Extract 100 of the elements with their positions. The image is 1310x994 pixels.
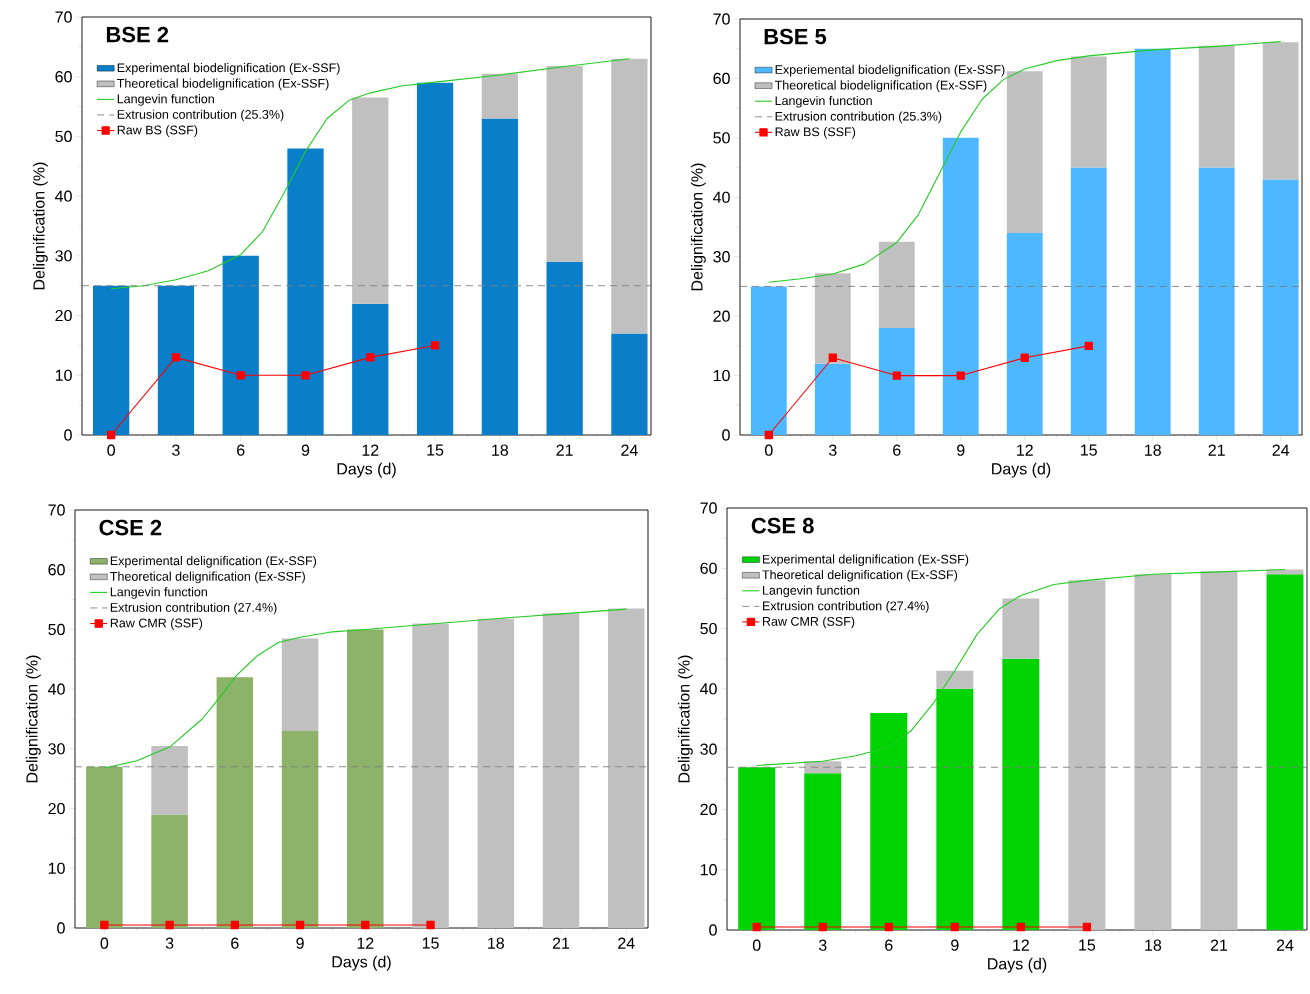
point xyxy=(1084,341,1093,351)
legend-label: Experimental delignification (Ex-SSF) xyxy=(763,554,969,567)
y-tick-label: 60 xyxy=(713,72,730,85)
line-series xyxy=(110,58,630,290)
bar xyxy=(477,618,515,929)
bar xyxy=(412,623,449,929)
x-tick-label: 3 xyxy=(172,444,180,456)
y-tick-label: 10 xyxy=(55,369,72,381)
bar xyxy=(814,273,851,364)
point xyxy=(1020,353,1029,362)
y-tick-label: 30 xyxy=(700,743,717,755)
y-axis-title: Delignification (%) xyxy=(677,655,693,783)
legend-label: Theoretical biodelignification (Ex-SSF) xyxy=(117,78,329,91)
bar xyxy=(1198,45,1235,168)
bar xyxy=(1002,598,1040,659)
x-tick-label: 9 xyxy=(296,937,304,949)
x-tick-label: 21 xyxy=(1208,444,1225,456)
y-tick-label: 10 xyxy=(48,862,65,874)
y-tick-label: 60 xyxy=(55,71,72,83)
x-tick-label: 3 xyxy=(165,937,174,949)
bar xyxy=(352,303,389,436)
y-tick-label: 70 xyxy=(700,502,717,514)
x-axis-title: Days (d) xyxy=(992,462,1051,478)
x-axis-title: Days (d) xyxy=(332,955,391,971)
bar xyxy=(151,814,188,929)
x-axis-title: Days (d) xyxy=(337,462,396,478)
bar xyxy=(738,767,776,930)
y-tick-label: 50 xyxy=(48,623,65,636)
bar xyxy=(1070,56,1107,168)
x-tick-label: 24 xyxy=(1272,444,1290,456)
legend-label: Langevin function xyxy=(117,94,214,106)
y-tick-label: 30 xyxy=(48,743,65,755)
x-axis-title: Days (d) xyxy=(988,957,1047,973)
bar xyxy=(1262,179,1299,436)
chart-title: CSE 2 xyxy=(99,519,162,536)
x-tick-label: 0 xyxy=(107,444,115,456)
bar xyxy=(1134,48,1171,436)
x-tick-label: 18 xyxy=(1145,444,1161,456)
y-tick-label: 70 xyxy=(55,11,72,23)
y-tick-label: 70 xyxy=(713,13,730,25)
bar xyxy=(878,328,915,436)
bar xyxy=(157,285,195,436)
x-tick-label: 21 xyxy=(1210,939,1228,951)
bar xyxy=(1006,71,1043,233)
legend-label: Theoretical biodelignification (Ex-SSF) xyxy=(774,80,987,93)
y-tick-label: 30 xyxy=(55,250,72,262)
point xyxy=(301,371,310,380)
bar xyxy=(546,261,583,436)
bar xyxy=(607,608,645,929)
bar xyxy=(347,629,384,929)
y-tick-label: 0 xyxy=(709,924,717,936)
legend-label: Extrusion contribution (27.4%) xyxy=(763,601,929,613)
x-tick-label: 18 xyxy=(488,937,504,949)
bar xyxy=(814,363,851,436)
point xyxy=(956,371,965,380)
bar xyxy=(750,286,787,436)
x-tick-label: 21 xyxy=(552,937,570,949)
x-tick-label: 18 xyxy=(492,444,509,456)
bar xyxy=(1134,574,1172,930)
point xyxy=(892,371,901,380)
x-tick-label: 0 xyxy=(100,937,109,949)
legend-label: Raw CMR (SSF) xyxy=(110,618,203,630)
x-tick-label: 9 xyxy=(301,444,310,456)
y-tick-label: 0 xyxy=(57,922,65,934)
x-tick-label: 15 xyxy=(427,444,444,456)
y-tick-label: 40 xyxy=(713,191,730,203)
x-tick-label: 9 xyxy=(951,939,959,951)
x-tick-label: 24 xyxy=(621,444,638,456)
x-tick-label: 12 xyxy=(362,444,379,456)
bar xyxy=(1262,42,1299,180)
legend-label: Langevin function xyxy=(763,585,860,598)
bar xyxy=(1070,167,1107,436)
point xyxy=(828,353,837,362)
y-tick-label: 60 xyxy=(48,564,65,576)
y-tick-label: 10 xyxy=(713,369,730,382)
y-tick-label: 40 xyxy=(700,683,717,695)
bar xyxy=(481,73,518,119)
bar xyxy=(1200,571,1238,930)
point xyxy=(366,353,375,362)
bar xyxy=(1006,232,1043,436)
bar xyxy=(481,118,518,436)
bar xyxy=(936,670,974,689)
y-tick-label: 50 xyxy=(55,130,72,143)
x-tick-label: 21 xyxy=(556,444,573,456)
x-tick-label: 12 xyxy=(1013,939,1029,951)
y-tick-label: 20 xyxy=(48,802,65,815)
x-tick-label: 9 xyxy=(957,444,965,456)
y-tick-label: 70 xyxy=(48,504,65,516)
point xyxy=(171,353,181,362)
y-tick-label: 50 xyxy=(700,622,717,635)
legend-label: Extrusion contribution (25.3%) xyxy=(117,109,284,122)
y-tick-label: 10 xyxy=(700,864,717,876)
bar xyxy=(287,148,324,436)
x-tick-label: 3 xyxy=(828,444,837,456)
y-tick-label: 20 xyxy=(55,309,72,322)
y-tick-label: 50 xyxy=(713,132,730,144)
legend-label: Langevin function xyxy=(775,95,872,108)
x-tick-label: 15 xyxy=(422,937,439,949)
y-axis-title: Delignification (%) xyxy=(25,655,41,783)
x-tick-label: 12 xyxy=(1017,444,1033,456)
